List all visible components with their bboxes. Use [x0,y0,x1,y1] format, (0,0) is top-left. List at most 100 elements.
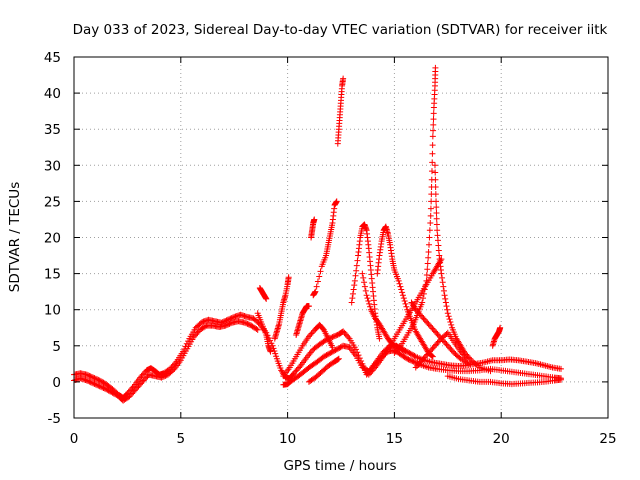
data-point [352,272,359,279]
data-point [405,356,412,363]
data-point [424,319,431,326]
data-point [94,382,101,389]
y-tick-label: 10 [44,303,61,319]
data-point [424,260,431,267]
data-point [361,365,368,372]
data-point [129,390,136,397]
data-point [376,335,383,342]
data-point [340,328,347,335]
data-point [158,374,165,381]
series-rise-10 [271,274,292,342]
data-point [395,277,402,284]
data-point [440,287,447,294]
data-point [398,286,405,293]
data-point [406,356,413,363]
data-point [435,242,442,249]
data-point [86,372,93,379]
data-marks [71,64,565,404]
data-point [340,75,347,82]
data-point [364,295,371,302]
series-morning-lower [71,318,261,404]
series-spike-12 [334,75,347,147]
data-point [419,313,426,320]
data-point [223,322,230,329]
data-point [428,347,435,354]
data-point [420,295,427,302]
data-point [97,383,104,390]
data-point [416,360,423,367]
data-point [392,348,399,355]
data-point [401,298,408,305]
data-point [141,376,148,383]
data-point [333,198,340,205]
data-point [135,383,142,390]
data-point [420,355,427,362]
y-tick-labels: -5 0 5 10 15 20 25 30 35 40 45 [44,50,61,427]
data-point [353,267,360,274]
data-point [255,319,262,326]
data-point [348,299,355,306]
data-point [433,221,440,228]
series-isolated-9 [256,285,270,302]
data-point [144,373,151,380]
y-tick-label: 5 [52,339,61,355]
data-point [435,247,442,254]
data-point [241,319,248,326]
data-point [312,288,319,295]
data-point [446,344,453,351]
data-point [420,290,427,297]
data-point [431,328,438,335]
data-point [263,295,270,302]
data-point [353,262,360,269]
data-point [361,279,368,286]
data-point [243,320,250,327]
data-point [428,324,435,331]
data-point [335,345,342,352]
data-point [462,354,469,361]
data-point [402,354,409,361]
series-tail-20 [489,324,504,349]
data-point [293,367,300,374]
data-point [159,373,166,380]
data-point [362,287,369,294]
data-point [430,344,437,351]
data-point [141,370,148,377]
data-point [351,282,358,289]
data-point [448,321,455,328]
data-point [415,309,422,316]
data-point [410,358,417,365]
data-point [434,331,441,338]
data-point [194,329,201,336]
data-point [140,377,147,384]
data-point [273,353,280,360]
data-point [426,227,433,234]
data-point [352,346,359,353]
data-point [406,350,413,357]
x-tick-label: 15 [386,431,403,447]
data-point [428,352,435,359]
data-point [350,286,357,293]
data-point [558,376,565,383]
x-axis-label: GPS time / hours [283,458,396,474]
data-point [458,350,465,357]
data-point [423,352,430,359]
data-point [369,367,376,374]
data-point [359,364,366,371]
data-point [433,198,440,205]
data-point [161,373,168,380]
data-point [97,378,104,385]
data-point [419,357,426,364]
data-point [411,352,418,359]
data-point [408,357,415,364]
data-point [360,365,367,372]
data-point [438,256,445,263]
data-point [91,375,98,382]
data-point [429,133,436,140]
data-point [395,345,402,352]
data-point [332,332,339,339]
data-point [361,283,368,290]
data-point [321,337,328,344]
data-point [487,368,494,375]
data-point [435,338,442,345]
data-point [328,349,335,356]
